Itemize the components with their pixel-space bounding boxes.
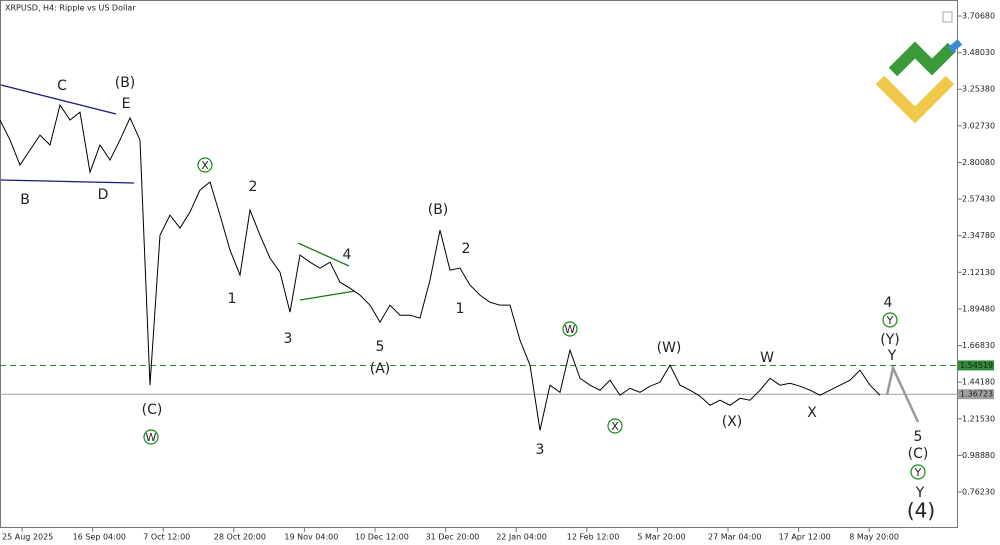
y-tick-label: 1.21530	[962, 414, 995, 423]
y-tick-label: 1.89480	[962, 304, 995, 313]
wave-label: W	[146, 431, 157, 444]
wave-label: (Y)	[880, 332, 899, 348]
wave-circle	[882, 312, 898, 328]
x-tick-label: 19 Nov 04:00	[284, 533, 338, 542]
y-tick-label: 3.02730	[962, 121, 995, 130]
wave-label: X	[611, 420, 619, 433]
logo	[875, 39, 963, 124]
wave-circle	[910, 464, 926, 480]
y-tick-label: 1.66830	[962, 341, 995, 350]
wave-label: (B)	[428, 202, 449, 218]
wave-label: 4	[884, 295, 893, 311]
wave-label: (X)	[722, 414, 743, 430]
wave-label: D	[98, 187, 109, 203]
y-tick-label: 2.80080	[962, 158, 995, 167]
toolbar-icon[interactable]	[942, 11, 953, 23]
trend-line	[0, 84, 117, 115]
wave-label: 1	[456, 301, 465, 317]
x-tick-label: 22 Jan 04:00	[496, 533, 547, 542]
y-tick-label: 3.25380	[962, 85, 995, 94]
x-tick-label: 5 Mar 20:00	[637, 533, 685, 542]
wave-label: Y	[887, 348, 897, 364]
y-tick-label: 0.76230	[962, 487, 995, 496]
wave-circle	[607, 418, 623, 434]
x-tick-label: 25 Aug 2025	[2, 533, 53, 542]
wave-circle	[197, 157, 213, 173]
wave-label: E	[122, 96, 131, 112]
level-tag	[958, 389, 994, 400]
y-tick-label: 1.44180	[962, 378, 995, 387]
trend-line	[299, 290, 356, 301]
wave-label: (C)	[142, 402, 163, 418]
trend-line	[0, 179, 135, 184]
x-tick-label: 7 Oct 12:00	[143, 533, 190, 542]
y-tick-label: 3.48030	[962, 48, 995, 57]
plot-frame	[0, 0, 958, 528]
wave-label: (4)	[907, 499, 935, 523]
wave-label: 5	[376, 339, 385, 355]
wave-label: 2	[249, 179, 258, 195]
x-tick-label: 17 Apr 12:00	[779, 533, 831, 542]
wave-circle	[143, 429, 159, 445]
x-tick-label: 27 Mar 04:00	[708, 533, 761, 542]
x-tick-label: 10 Dec 12:00	[355, 533, 409, 542]
y-tick-label: 2.12130	[962, 268, 995, 277]
price-line	[0, 103, 881, 431]
wave-label: W	[760, 350, 774, 366]
x-tick-label: 8 May 20:00	[849, 533, 899, 542]
wave-label: 3	[536, 442, 545, 458]
y-tick-label: 2.57430	[962, 195, 995, 204]
wave-label: (B)	[115, 75, 136, 91]
y-tick-label: 3.70680	[962, 12, 995, 21]
wave-label: (C)	[908, 446, 929, 462]
x-tick-label: 28 Oct 20:00	[214, 533, 266, 542]
wave-label: (W)	[657, 340, 682, 356]
x-tick-label: 16 Sep 04:00	[73, 533, 126, 542]
x-tick-label: 31 Dec 20:00	[426, 533, 480, 542]
projection	[885, 364, 920, 423]
wave-circle	[562, 321, 578, 337]
wave-label: 2	[462, 241, 471, 257]
level-label: 1.36723	[960, 390, 993, 399]
trend-line	[297, 242, 350, 267]
y-tick-label: 2.34780	[962, 231, 995, 240]
wave-label: (A)	[370, 361, 391, 377]
x-tick-label: 12 Feb 12:00	[567, 533, 619, 542]
wave-label: 5	[914, 429, 923, 445]
wave-label: Y	[886, 314, 894, 327]
wave-label: C	[57, 78, 67, 94]
wave-label: X	[201, 159, 209, 172]
wave-label: B	[20, 192, 30, 208]
wave-label: Y	[915, 485, 925, 501]
wave-label: W	[565, 323, 576, 336]
y-tick-label: 0.98880	[962, 451, 995, 460]
wave-label: 1	[228, 291, 237, 307]
chart-title: XRPUSD, H4: Ripple vs US Dollar	[5, 4, 136, 13]
level-label: 1.54519	[960, 361, 993, 370]
level-tag	[958, 360, 994, 371]
wave-label: 3	[284, 331, 293, 347]
wave-label: Y	[914, 466, 922, 479]
wave-label: X	[807, 405, 817, 421]
wave-label: 4	[343, 247, 352, 263]
